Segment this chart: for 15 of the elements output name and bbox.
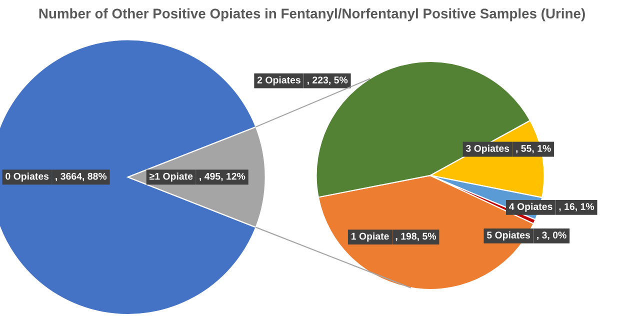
slice-label: 3 Opiates xyxy=(466,144,510,154)
data-label: , 3, 0% xyxy=(537,232,566,240)
data-label: , 223, 5% xyxy=(307,76,348,85)
slice-label: 5 Opiates xyxy=(486,231,530,240)
data-label: , 198, 5% xyxy=(396,232,436,242)
slice-label: 4 Opiates xyxy=(509,202,552,212)
data-label: , 55, 1% xyxy=(516,145,551,154)
text: Number of Other Positive Opiates in Fentanyl/Norfentanyl Positive Samples (Urine) xyxy=(39,8,585,22)
data-label: , 3664, 88% xyxy=(56,172,107,182)
slice-label: 2 Opiates xyxy=(257,76,300,86)
data-label: , 16, 1% xyxy=(559,203,594,212)
slice-label: 0 Opiates xyxy=(6,172,49,182)
slice-label: ≥1 Opiate xyxy=(150,172,193,182)
slice-label: 1 Opiate xyxy=(351,232,389,242)
data-label: , 495, 12% xyxy=(200,172,246,182)
